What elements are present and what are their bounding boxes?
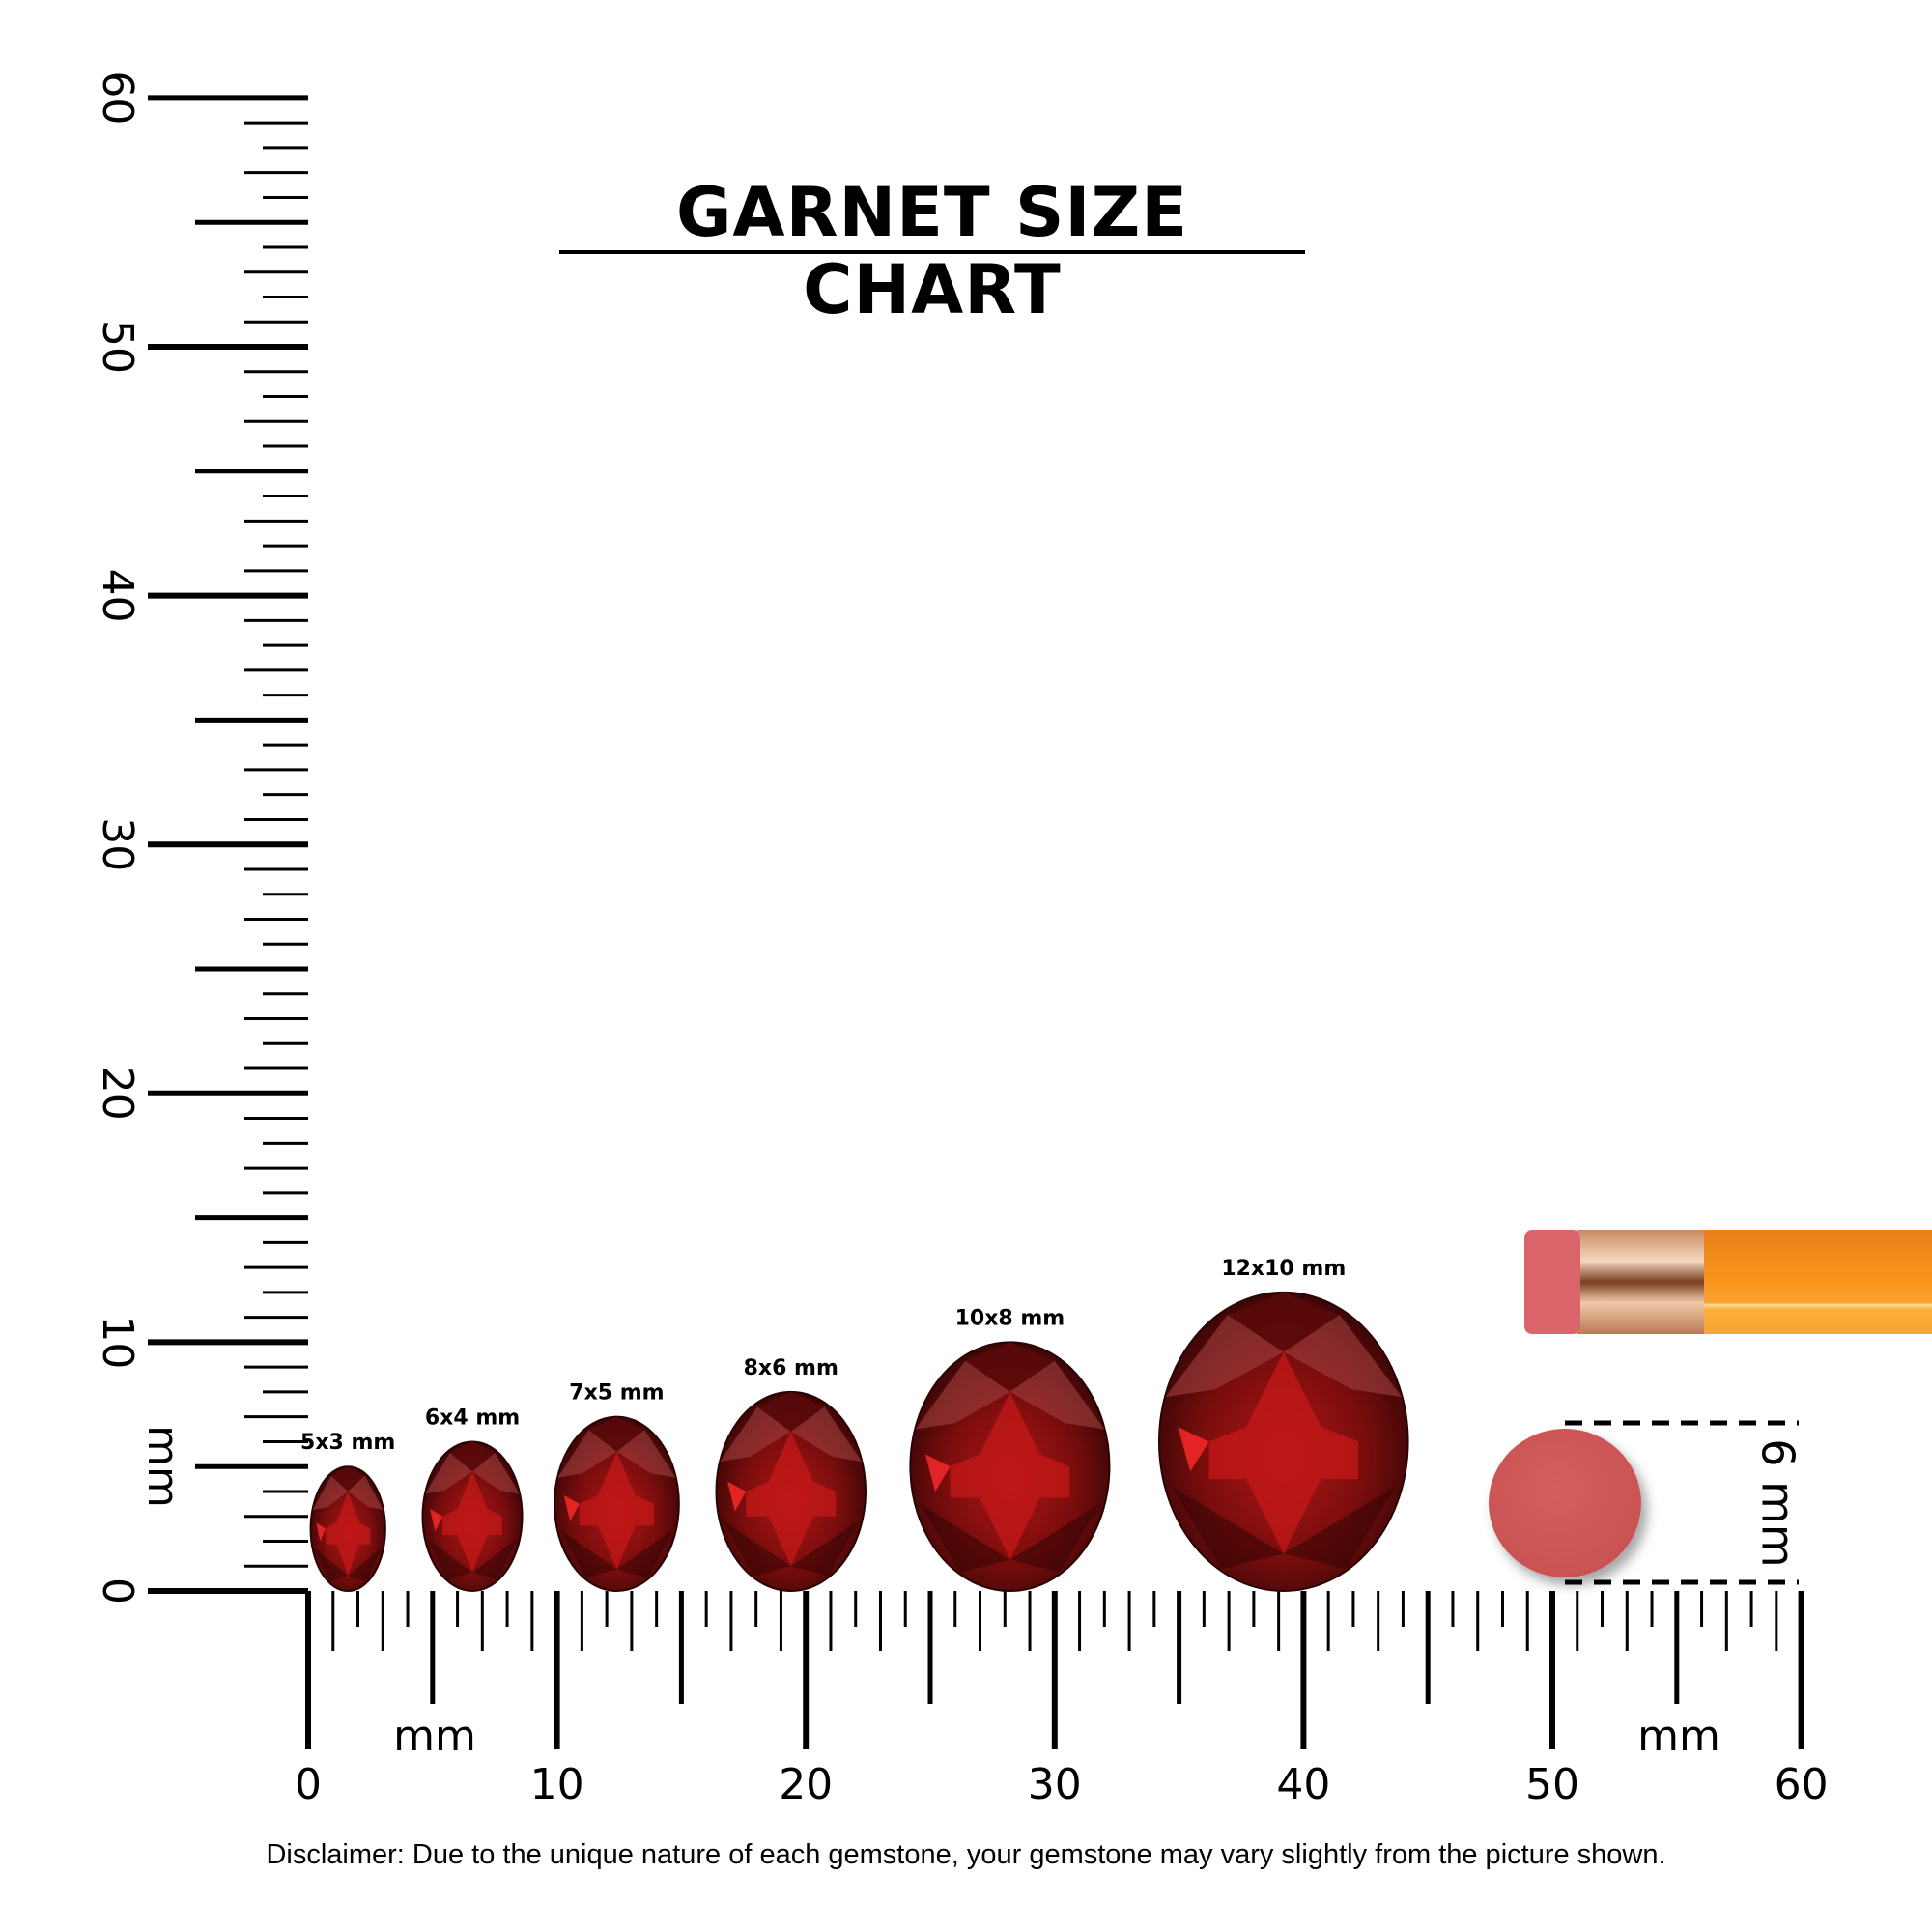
gemstone: 12x10 mm (1157, 1257, 1409, 1592)
gem-facet (727, 1481, 747, 1512)
gem-facet (915, 1360, 1010, 1430)
gemstone-size-label: 8x6 mm (744, 1356, 838, 1380)
x-unit-label-left: mm (393, 1712, 476, 1761)
y-tick-label: 30 (93, 817, 142, 871)
pencil-ferrule (1577, 1230, 1704, 1334)
gem-facet (756, 1391, 825, 1433)
gem-facet (746, 1432, 837, 1567)
gemstone: 8x6 mm (715, 1356, 867, 1592)
ruler-ticks (148, 95, 1804, 1749)
gem-facet (1165, 1315, 1284, 1398)
gem-facet (790, 1520, 859, 1577)
gem-facet (326, 1491, 371, 1576)
gemstone-size-label: 7x5 mm (569, 1381, 664, 1406)
gem-facet (924, 1454, 951, 1492)
gemstone: 5x3 mm (300, 1431, 395, 1592)
gemstone: 10x8 mm (909, 1306, 1111, 1592)
y-tick-label: 10 (93, 1315, 142, 1369)
gem-facet (348, 1475, 384, 1511)
gemstone: 7x5 mm (554, 1381, 680, 1592)
x-tick-label: 60 (1775, 1760, 1829, 1809)
disclaimer-text: Disclaimer: Due to the unique nature of … (266, 1839, 1666, 1870)
gemstone-size-label: 5x3 mm (300, 1431, 395, 1455)
gem-facet (472, 1453, 520, 1494)
y-tick-label: 50 (93, 320, 142, 374)
gem-facet (965, 1342, 1055, 1392)
gem-facet (348, 1547, 382, 1582)
gem-facet (920, 1503, 1010, 1573)
gem-facet (724, 1520, 791, 1577)
gem-facet (557, 1430, 617, 1478)
y-tick-label: 20 (93, 1066, 142, 1121)
eraser-reference: 6 mm (1489, 1420, 1804, 1585)
gemstones: 5x3 mm 6x4 mm 7x5 mm 8x6 mm 10x8 mm 12x10 mm (300, 1257, 1409, 1592)
gem-facet (1283, 1486, 1396, 1569)
eraser-size-label: 6 mm (1752, 1438, 1804, 1568)
pencil-eraser (1524, 1230, 1580, 1334)
gem-facet (579, 1451, 655, 1570)
gem-facet (950, 1391, 1070, 1560)
x-tick-label: 30 (1028, 1760, 1082, 1809)
gem-facet (588, 1416, 645, 1452)
x-unit-label-right: mm (1637, 1712, 1720, 1761)
page-title: GARNET SIZE CHART (675, 173, 1189, 329)
y-tick-label: 40 (93, 569, 142, 623)
x-tick-label: 20 (779, 1760, 833, 1809)
gem-facet (442, 1471, 502, 1573)
y-unit-label: mm (138, 1425, 187, 1508)
gemstone: 6x4 mm (421, 1406, 524, 1592)
gem-facet (430, 1508, 443, 1532)
x-tick-label: 0 (295, 1760, 322, 1809)
gem-facet (616, 1430, 676, 1478)
eraser-circle (1489, 1429, 1641, 1577)
y-tick-label: 60 (93, 71, 142, 125)
gem-facet (314, 1547, 349, 1582)
gem-facet (563, 1494, 580, 1521)
gem-facet (1227, 1292, 1340, 1352)
gem-facet (312, 1475, 349, 1511)
gem-facet (1009, 1503, 1100, 1573)
gem-facet (1283, 1315, 1403, 1398)
x-tick-label: 40 (1276, 1760, 1330, 1809)
pencil-body (1700, 1230, 1932, 1334)
ruler-tick-labels: 0 0 10 10 20 20 30 30 40 40 50 50 60 60 (93, 71, 1829, 1809)
gem-facet (449, 1441, 496, 1472)
gem-facet (425, 1453, 473, 1494)
gem-facet (330, 1466, 365, 1492)
gem-facet (1009, 1360, 1105, 1430)
gem-facet (720, 1406, 791, 1463)
x-tick-label: 10 (530, 1760, 584, 1809)
gem-facet (1171, 1486, 1284, 1569)
gem-facet (427, 1538, 473, 1580)
gem-facet (790, 1406, 863, 1463)
gemstone-size-label: 10x8 mm (955, 1306, 1065, 1330)
x-tick-label: 50 (1525, 1760, 1579, 1809)
gemstone-size-label: 12x10 mm (1221, 1257, 1346, 1281)
y-tick-label: 0 (93, 1577, 142, 1605)
title-underline (559, 250, 1305, 254)
gem-facet (316, 1522, 327, 1542)
gemstone-size-label: 6x4 mm (425, 1406, 520, 1430)
gem-facet (1208, 1351, 1359, 1554)
gem-facet (616, 1529, 673, 1578)
gem-facet (472, 1538, 518, 1580)
pencil-image (1524, 1230, 1932, 1334)
gem-facet (560, 1529, 617, 1578)
gem-facet (1178, 1426, 1209, 1472)
